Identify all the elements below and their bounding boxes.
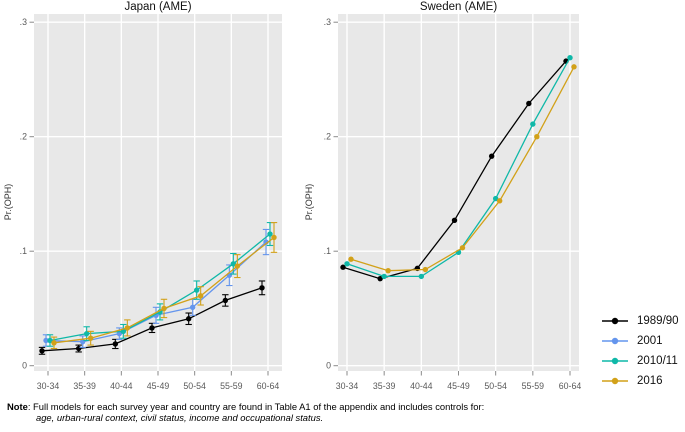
legend-label: 2001 [637,335,663,347]
y-tick-label: 0 [22,361,27,371]
data-point [567,54,573,61]
legend-line-dot-icon [602,317,628,325]
note-text: : Full models for each survey year and c… [27,401,485,412]
figure-note: Note: Full models for each survey year a… [7,401,485,423]
data-point [459,245,466,251]
data-point [87,335,94,341]
data-point [51,340,57,346]
y-tick-label: .3 [324,17,331,27]
data-point [418,273,425,280]
x-tick-label: 60-64 [559,381,582,391]
x-tick-label: 50-54 [484,381,507,391]
data-point [526,100,532,107]
data-point [385,267,391,274]
x-tick-label: 35-39 [373,381,396,391]
data-point [381,273,387,280]
data-point [422,266,429,273]
legend-line-dot-icon [602,337,628,345]
data-point [189,304,196,311]
data-point [124,325,131,331]
data-point [47,337,53,344]
legend-entry: 2016 [601,371,679,391]
legend-line-dot-icon [602,357,628,365]
x-tick-label: 40-44 [110,381,133,391]
legend-entry: 2010/11 [601,351,679,371]
data-point [197,293,204,299]
data-point [492,195,499,202]
data-point [340,264,346,270]
data-point [112,341,119,347]
x-tick-label: 35-39 [73,381,96,391]
data-point [488,153,495,159]
x-tick-label: 30-34 [37,381,60,391]
x-tick-label: 50-54 [183,381,206,391]
data-point [149,325,155,331]
panel-title-sweden: Sweden (AME) [419,1,498,13]
data-point [571,64,577,70]
data-point [534,134,540,140]
legend-label: 2016 [637,375,663,387]
data-point [344,261,350,267]
data-point [161,305,167,312]
data-point [83,330,90,337]
data-point [43,337,49,344]
data-point [271,234,277,241]
data-point [193,287,200,293]
panel-title-japan: Japan (AME) [124,1,192,13]
legend-entry: 1989/90 [601,311,679,331]
y-tick-label: .1 [20,246,27,256]
x-tick-label: 40-44 [410,381,433,391]
japan-chart: 30-34 35-39 40-44 45-49 50-54 55-59 60-64 0 .1 .2… [20,14,282,391]
x-tick-label: 55-59 [220,381,243,391]
y-tick-label: .3 [20,17,27,27]
data-point [267,231,273,237]
data-point [75,345,82,352]
y-tick-label: .2 [20,132,27,142]
note-line-2: age, urban-rural context, civil status, … [36,411,324,423]
note-label: Note [7,401,28,412]
x-tick-label: 55-59 [522,381,545,391]
data-point [348,256,354,262]
legend: 1989/90 2001 2010/11 2016 [601,311,679,391]
data-point [116,330,123,337]
data-point [185,316,192,322]
data-point [234,263,241,269]
legend-line-dot-icon [602,377,628,385]
x-tick-label: 45-49 [147,381,170,391]
x-tick-label: 30-34 [336,381,359,391]
data-point [451,217,458,223]
data-point [39,348,45,354]
y-tick-label: 0 [326,361,331,371]
x-tick-label: 45-49 [447,381,470,391]
sweden-chart: 30-34 35-39 40-44 45-49 50-54 55-59 60-64 0 .1 .2… [324,14,582,391]
note-line-1: Note: Full models for each survey year a… [7,401,485,413]
legend-label: 2010/11 [637,355,678,367]
legend-entry: 2001 [601,331,679,351]
data-point [259,285,265,291]
data-point [222,297,229,304]
data-point [496,198,503,204]
y-tick-label: .2 [324,132,331,142]
legend-label: 1989/90 [637,315,679,327]
y-tick-label: .1 [324,246,331,256]
data-point [230,261,237,267]
data-point [530,121,536,127]
data-point [377,275,383,282]
x-tick-label: 60-64 [257,381,280,391]
